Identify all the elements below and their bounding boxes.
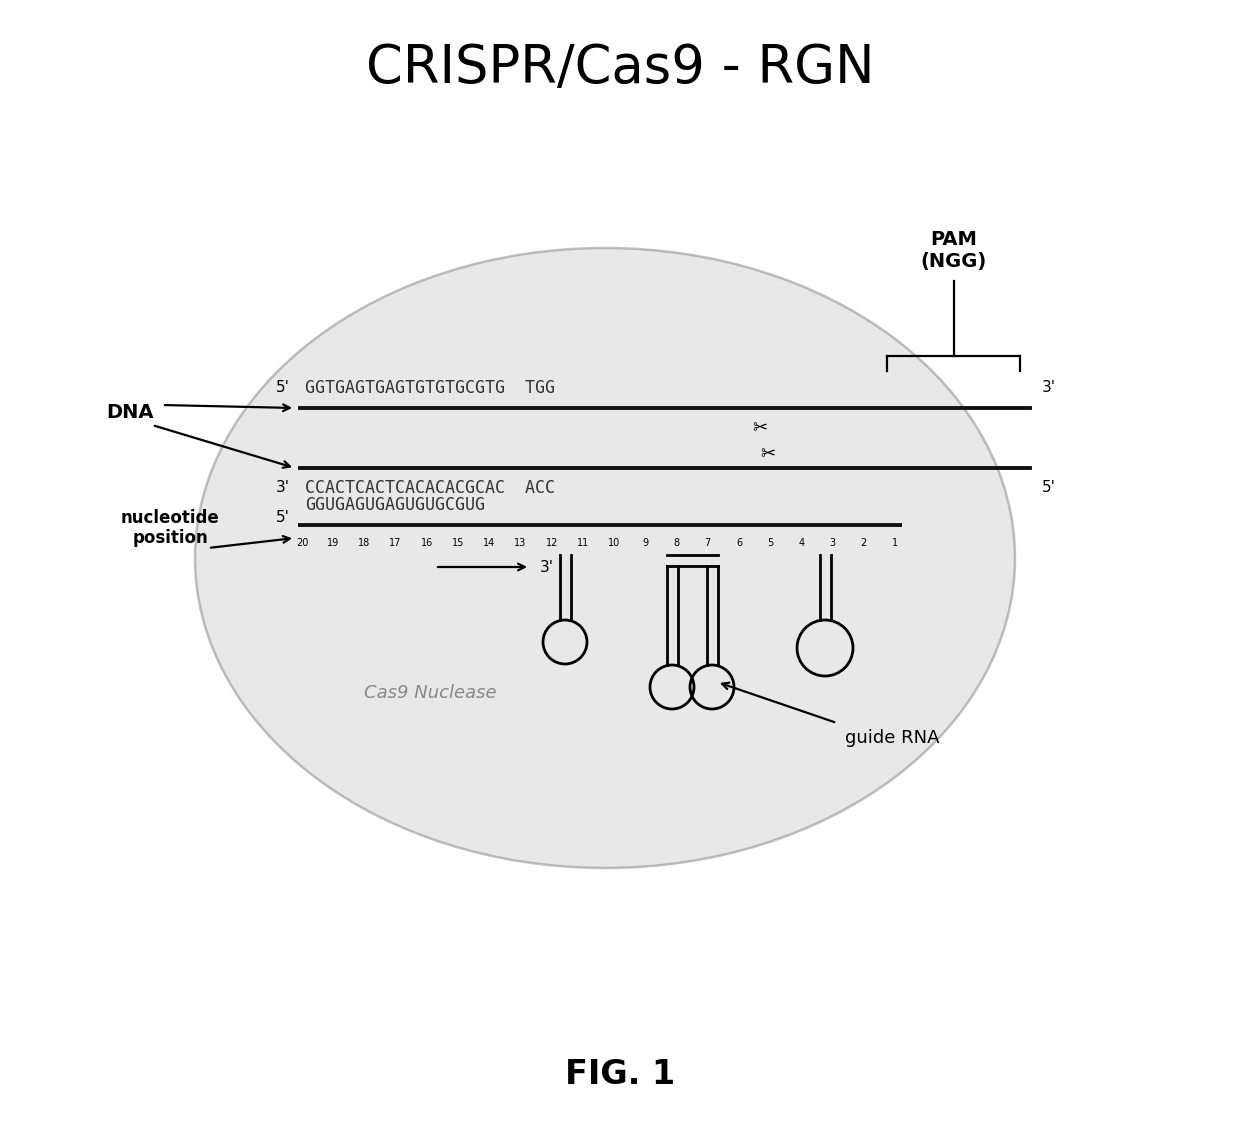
Text: 16: 16 — [420, 538, 433, 548]
Text: 19: 19 — [327, 538, 340, 548]
Text: 3': 3' — [1042, 381, 1056, 395]
Text: DNA: DNA — [107, 403, 154, 422]
Text: 13: 13 — [515, 538, 527, 548]
Text: Cas9 Nuclease: Cas9 Nuclease — [363, 684, 496, 702]
Text: 10: 10 — [608, 538, 620, 548]
Text: 5': 5' — [1042, 481, 1056, 495]
Text: 2: 2 — [861, 538, 867, 548]
Text: guide RNA: guide RNA — [844, 729, 940, 747]
Text: 4: 4 — [799, 538, 805, 548]
Text: CCACTCACTCACACACGCAC  ACC: CCACTCACTCACACACGCAC ACC — [305, 480, 556, 497]
Text: PAM
(NGG): PAM (NGG) — [920, 230, 987, 271]
Text: 11: 11 — [577, 538, 589, 548]
Text: 3: 3 — [830, 538, 836, 548]
Text: 6: 6 — [735, 538, 742, 548]
Text: GGUGAGUGAGUGUGCGUG: GGUGAGUGAGUGUGCGUG — [305, 496, 485, 514]
Text: FIG. 1: FIG. 1 — [565, 1059, 675, 1092]
Text: ✂: ✂ — [760, 445, 775, 463]
Text: 7: 7 — [704, 538, 711, 548]
Text: 3': 3' — [539, 559, 554, 575]
Text: nucleotide
position: nucleotide position — [120, 509, 219, 547]
Text: 5': 5' — [277, 381, 290, 395]
Ellipse shape — [195, 248, 1016, 868]
Text: 18: 18 — [358, 538, 371, 548]
Text: 8: 8 — [673, 538, 680, 548]
Text: 5: 5 — [768, 538, 774, 548]
Text: 1: 1 — [892, 538, 898, 548]
Text: 5': 5' — [277, 510, 290, 524]
Text: 9: 9 — [642, 538, 649, 548]
Text: 15: 15 — [451, 538, 464, 548]
Text: 3': 3' — [277, 481, 290, 495]
Text: 17: 17 — [389, 538, 402, 548]
Text: CRISPR/Cas9 - RGN: CRISPR/Cas9 - RGN — [366, 42, 874, 94]
Text: 12: 12 — [546, 538, 558, 548]
Text: 14: 14 — [484, 538, 496, 548]
Text: GGTGAGTGAGTGTGTGCGTG  TGG: GGTGAGTGAGTGTGTGCGTG TGG — [305, 378, 556, 398]
Text: ✂: ✂ — [753, 419, 768, 437]
Text: 20: 20 — [296, 538, 309, 548]
